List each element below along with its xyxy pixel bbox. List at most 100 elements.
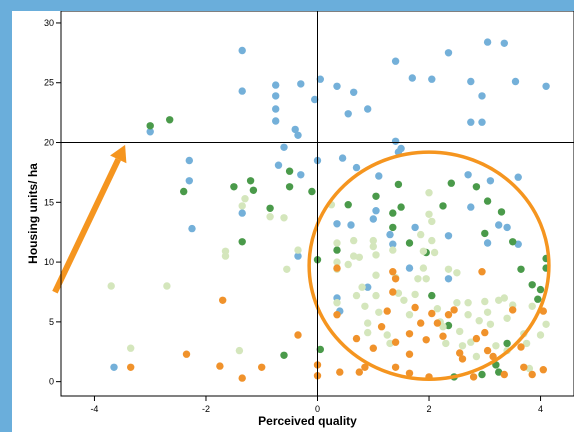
data-point-blue [486, 177, 495, 185]
data-point-light-green [411, 290, 419, 299]
data-point-light-green [107, 282, 115, 290]
data-point-blue [467, 77, 475, 86]
data-point-light-green [283, 265, 291, 273]
data-point-light-green [528, 302, 536, 310]
data-point-orange [481, 328, 489, 337]
data-point-blue [311, 95, 319, 104]
data-point-light-green [495, 296, 503, 304]
data-point-blue [364, 283, 372, 291]
data-point-blue [397, 144, 405, 153]
data-point-blue [428, 75, 436, 83]
data-point-orange [391, 363, 400, 371]
data-point-dark-green [389, 223, 397, 232]
data-point-dark-green [497, 208, 506, 216]
data-point-orange [391, 338, 400, 346]
data-point-light-green [444, 265, 453, 273]
data-point-blue [238, 87, 246, 95]
data-point-blue [274, 161, 283, 169]
data-point-orange [411, 303, 419, 312]
data-point-light-green [127, 344, 135, 352]
data-point-dark-green [483, 197, 492, 205]
data-point-blue [333, 220, 341, 228]
data-point-blue [110, 363, 118, 371]
data-point-orange [517, 343, 525, 351]
data-point-blue [297, 80, 305, 88]
data-point-orange [355, 368, 363, 376]
data-point-blue [280, 143, 288, 151]
data-point-blue [272, 105, 280, 113]
data-point-orange [405, 369, 414, 377]
data-point-blue [294, 252, 302, 260]
data-point-light-green [456, 327, 464, 336]
x-axis-title: Perceived quality [258, 414, 357, 428]
data-point-light-green [389, 246, 397, 254]
data-point-blue [464, 171, 472, 179]
data-point-light-green [464, 299, 472, 307]
data-point-blue [483, 38, 492, 46]
data-point-light-green [481, 297, 489, 306]
data-point-orange [258, 363, 266, 371]
data-point-orange [377, 323, 386, 331]
data-point-light-green [422, 275, 430, 283]
data-point-light-green [163, 282, 171, 290]
data-point-light-green [352, 291, 361, 300]
data-point-light-green [522, 339, 531, 348]
data-point-light-green [361, 302, 369, 310]
data-point-light-green [536, 331, 545, 339]
data-point-light-green [503, 314, 511, 322]
data-point-light-green [241, 195, 249, 203]
x-tick-label: -2 [202, 404, 210, 414]
data-point-light-green [364, 319, 372, 327]
data-point-dark-green [495, 368, 503, 376]
data-point-dark-green [394, 180, 403, 189]
data-point-orange [336, 368, 344, 376]
data-point-orange [389, 288, 397, 296]
data-point-blue [375, 172, 383, 180]
data-point-light-green [369, 242, 377, 251]
data-point-blue [369, 215, 377, 223]
data-point-light-green [375, 308, 383, 316]
chart-frame: -4 -2 0 2 4 0 5 10 15 20 25 30 Perceived quality Ho… [12, 11, 574, 432]
data-point-orange [456, 349, 464, 357]
data-point-dark-green [472, 183, 481, 191]
data-point-orange [333, 264, 341, 272]
data-point-dark-green [397, 203, 405, 211]
data-point-blue [514, 173, 522, 181]
data-point-orange [509, 306, 517, 314]
data-point-blue [444, 49, 453, 57]
data-point-blue [542, 82, 550, 91]
data-point-dark-green [285, 167, 294, 175]
data-point-dark-green [389, 209, 397, 217]
data-point-dark-green [166, 116, 174, 124]
data-point-blue [444, 232, 453, 240]
data-point-blue [272, 92, 280, 100]
data-point-dark-green [509, 238, 517, 246]
data-point-light-green [425, 210, 433, 218]
data-point-dark-green [344, 201, 352, 209]
data-point-light-green [500, 294, 508, 302]
data-point-light-green [458, 342, 467, 350]
data-point-blue [444, 275, 453, 283]
data-point-blue [316, 75, 324, 83]
data-point-dark-green [316, 345, 324, 354]
data-point-light-green [383, 331, 391, 339]
data-point-light-green [266, 213, 274, 221]
data-point-light-green [344, 260, 352, 269]
data-point-dark-green [405, 239, 414, 247]
data-point-orange [433, 319, 442, 327]
data-point-light-green [425, 189, 433, 197]
data-point-light-green [430, 248, 439, 257]
data-point-orange [428, 309, 436, 318]
data-point-blue [188, 224, 196, 233]
data-point-orange [369, 344, 377, 352]
y-tick-label: 25 [44, 78, 54, 88]
data-point-light-green [439, 323, 447, 331]
data-point-light-green [453, 269, 461, 277]
data-point-light-green [492, 342, 500, 350]
data-point-orange [361, 363, 369, 371]
highlight-ellipse [307, 150, 551, 382]
data-point-light-green [475, 317, 483, 325]
data-point-orange [294, 331, 302, 339]
data-point-light-green [442, 339, 450, 348]
data-point-orange [469, 373, 478, 381]
